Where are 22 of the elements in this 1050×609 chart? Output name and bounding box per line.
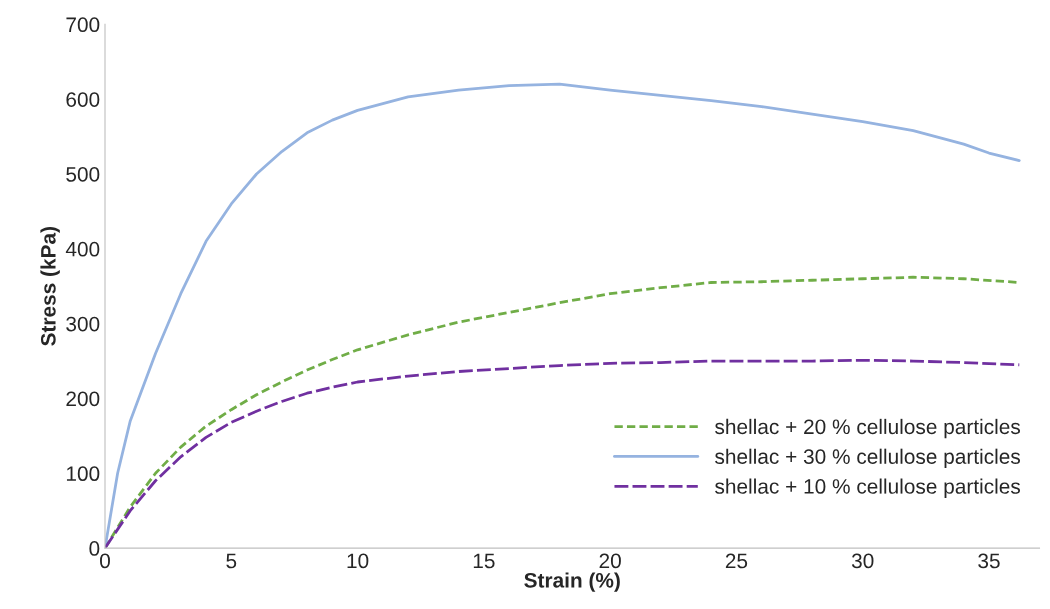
y-tick-label: 0 [89, 541, 100, 556]
legend-label: shellac + 20 % cellulose particles [715, 418, 1021, 439]
x-tick-label: 20 [599, 553, 621, 569]
legend-label: shellac + 30 % cellulose particles [715, 448, 1021, 469]
y-tick-label: 600 [66, 92, 100, 107]
x-tick-label: 10 [347, 553, 369, 569]
y-tick-label: 400 [65, 241, 100, 257]
y-axis-title: Stress (kPa) [40, 227, 60, 346]
y-tick-label: 700 [66, 17, 100, 33]
x-tick-label: 15 [473, 553, 495, 569]
y-tick-label: 200 [66, 391, 100, 407]
y-tick-label: 100 [66, 466, 100, 482]
x-tick-label: 5 [226, 553, 237, 569]
line-series [105, 358, 1021, 549]
x-tick-label: 30 [851, 553, 874, 569]
y-tick-label: 300 [66, 316, 100, 332]
x-tick-label: 0 [100, 553, 110, 569]
legend-label: shellac + 10 % cellulose particles [715, 478, 1021, 498]
x-tick-label: 25 [725, 553, 748, 569]
x-tick-label: 35 [978, 553, 1000, 569]
y-tick-label: 500 [66, 167, 100, 182]
x-axis-title: Strain (%) [524, 572, 620, 592]
